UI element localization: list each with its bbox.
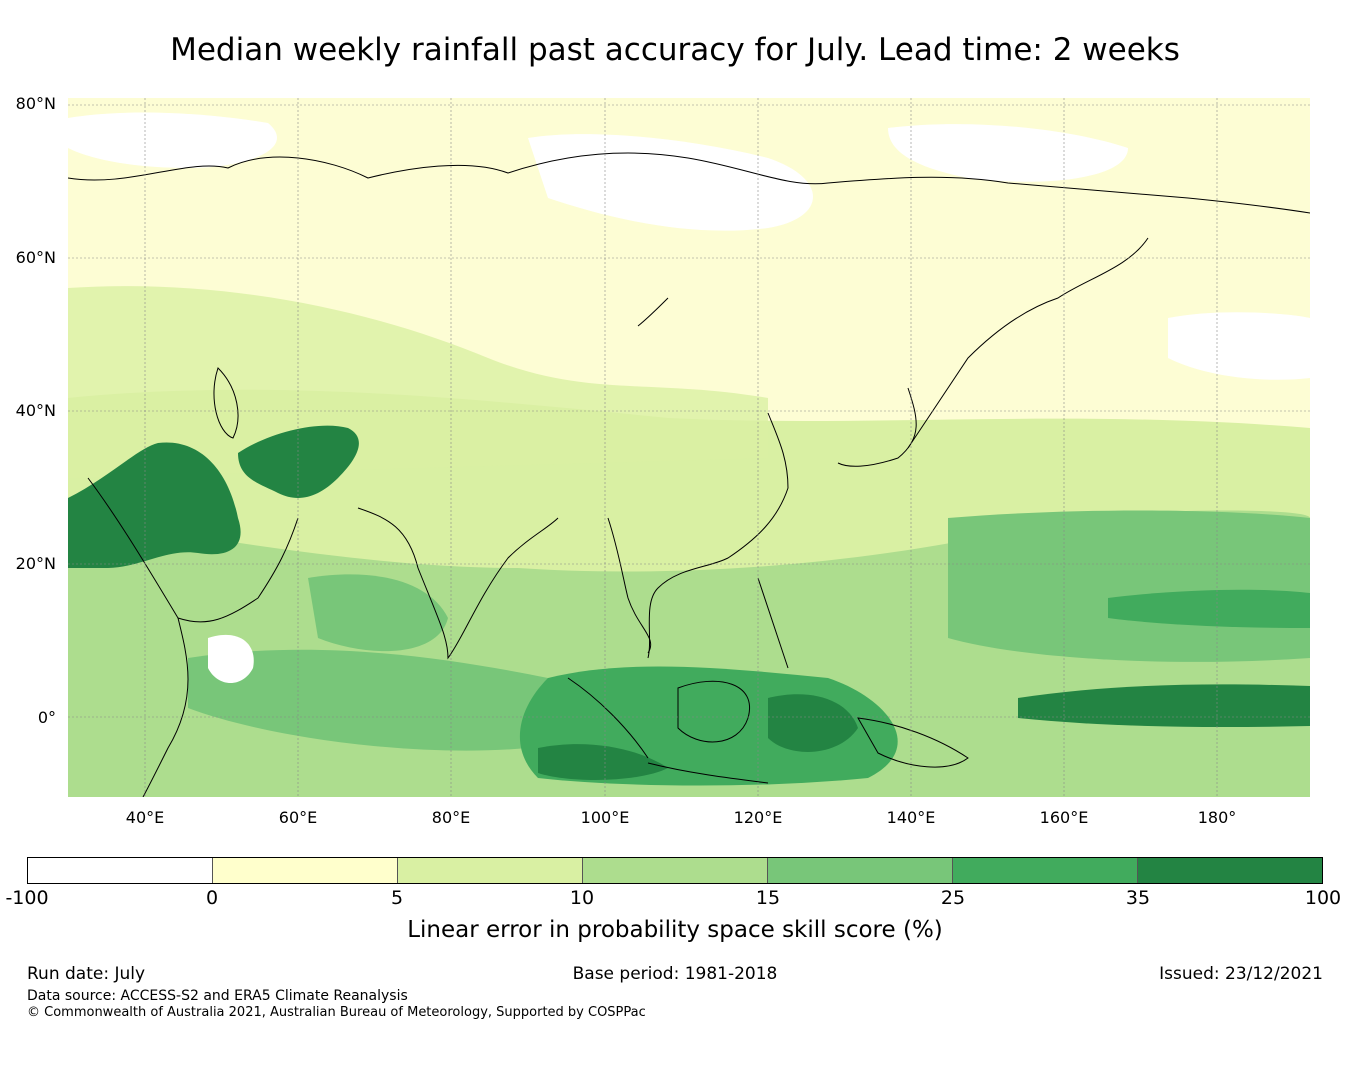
coastline-africa-horn [142, 617, 189, 797]
coastline-china-east [647, 412, 789, 659]
colorbar-tick: 15 [755, 887, 781, 909]
colorbar-segment-3 [398, 858, 583, 883]
region-central-light-green [68, 286, 768, 478]
colorbar-tick: 10 [569, 887, 595, 909]
issued-date: Issued: 23/12/2021 [1159, 964, 1323, 984]
region-north-europe-negative [68, 112, 277, 168]
region-banda-sea [768, 694, 858, 752]
lat-label-0: 0° [37, 708, 56, 727]
lon-label-80e: 80°E [431, 808, 471, 827]
coastline-indochina [607, 517, 652, 654]
lon-label-160e: 160°E [1039, 808, 1089, 827]
colorbar-segment-2 [213, 858, 398, 883]
lat-label-80n: 80°N [15, 94, 56, 113]
coastline-new-guinea [857, 717, 969, 768]
region-western-pacific [948, 510, 1310, 662]
colorbar-segment-4 [583, 858, 768, 883]
colorbar-tick: 25 [940, 887, 966, 909]
region-central-pacific-band [1108, 589, 1310, 628]
lat-label-40n: 40°N [15, 401, 56, 420]
base-period: Base period: 1981-2018 [572, 964, 778, 984]
run-date: Run date: July [27, 964, 146, 984]
colorbar-tick: 0 [205, 887, 219, 909]
colorbar-tick: -100 [5, 887, 49, 909]
lon-label-120e: 120°E [733, 808, 783, 827]
lon-label-40e: 40°E [125, 808, 165, 827]
colorbar-tick: 5 [390, 887, 404, 909]
graticule [68, 98, 1310, 797]
colorbar-tick: 35 [1125, 887, 1151, 909]
coastline-sumatra [567, 677, 649, 759]
coastline-baikal [637, 297, 669, 327]
region-arabia-iran [68, 442, 241, 568]
region-arabian-sea [308, 574, 448, 652]
lat-label-60n: 60°N [15, 248, 56, 267]
colorbar-segment-5 [768, 858, 953, 883]
coastline-japan [837, 387, 917, 467]
region-java-sea [538, 744, 668, 780]
coastline-europe-arctic [68, 152, 1310, 214]
lon-label-180: 180° [1197, 808, 1237, 827]
colorbar [27, 857, 1323, 884]
lon-label-140e: 140°E [886, 808, 936, 827]
copyright-notice: © Commonwealth of Australia 2021, Austra… [27, 1005, 646, 1020]
coastlines [68, 152, 1310, 797]
region-central-asia [238, 425, 359, 498]
region-siberia-negative [528, 134, 813, 231]
map-title: Median weekly rainfall past accuracy for… [170, 32, 1180, 68]
colorbar-segment-6 [953, 858, 1138, 883]
colorbar-segment-7 [1138, 858, 1322, 883]
coastline-pacific-russia [907, 237, 1149, 449]
region-indian-ocean [188, 649, 576, 751]
coastline-java [647, 762, 769, 784]
lon-label-60e: 60°E [278, 808, 318, 827]
coastline-caspian [213, 367, 239, 439]
region-equatorial-pacific [1018, 684, 1310, 728]
coastline-borneo [677, 680, 751, 743]
skill-score-map [68, 98, 1310, 797]
colorbar-tick: 100 [1304, 887, 1342, 909]
map-canvas [68, 98, 1310, 797]
region-northeast-asia-negative [888, 124, 1128, 182]
region-east-africa-negative [208, 634, 254, 683]
colorbar-segment-1 [28, 858, 213, 883]
region-pacific-northwest-negative [1168, 312, 1310, 380]
colorbar-label: Linear error in probability space skill … [407, 917, 943, 943]
lon-label-100e: 100°E [580, 808, 630, 827]
lat-label-20n: 20°N [15, 554, 56, 573]
coastline-philippines [757, 577, 789, 669]
coastline-arabia [87, 477, 299, 623]
coastline-india [357, 507, 559, 660]
data-source: Data source: ACCESS-S2 and ERA5 Climate … [27, 988, 408, 1004]
